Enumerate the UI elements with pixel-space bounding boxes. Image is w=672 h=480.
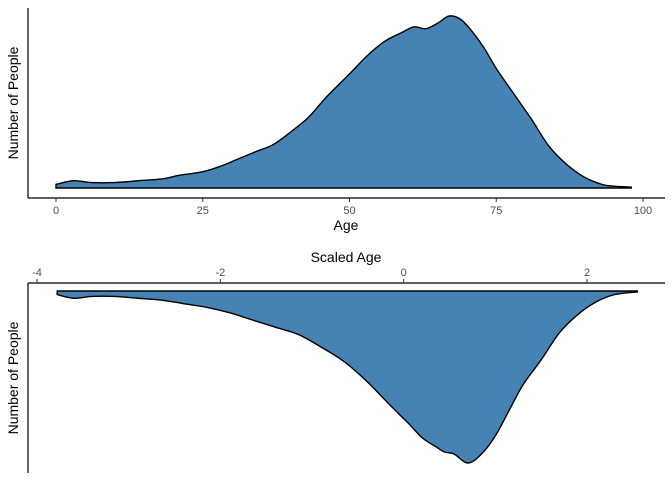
bottom-y-axis-title: Number of People bbox=[5, 321, 21, 434]
bottom-x-tick-label: 0 bbox=[401, 267, 407, 279]
age-density-panel: 0 25 50 75 100 Age Number of People bbox=[5, 8, 665, 233]
top-y-axis-title: Number of People bbox=[5, 46, 21, 159]
bottom-x-tick-label: 2 bbox=[584, 267, 590, 279]
age-density-area bbox=[55, 15, 632, 189]
bottom-x-tick-label: -4 bbox=[32, 267, 42, 279]
top-x-axis-title: Age bbox=[334, 217, 359, 233]
top-x-tick-label: 100 bbox=[634, 205, 652, 217]
scaled-age-density-panel: -4 -2 0 2 Scaled Age Number of People bbox=[5, 249, 665, 473]
top-x-tick-label: 75 bbox=[490, 205, 502, 217]
bottom-x-tick-label: -2 bbox=[215, 267, 225, 279]
top-x-ticks: 0 25 50 75 100 bbox=[53, 198, 652, 217]
top-x-tick-label: 25 bbox=[197, 205, 209, 217]
bottom-x-axis-title: Scaled Age bbox=[311, 249, 382, 265]
scaled-age-density-area bbox=[56, 290, 639, 464]
bottom-x-ticks: -4 -2 0 2 bbox=[32, 267, 590, 283]
top-x-tick-label: 0 bbox=[53, 205, 59, 217]
top-x-tick-label: 50 bbox=[343, 205, 355, 217]
